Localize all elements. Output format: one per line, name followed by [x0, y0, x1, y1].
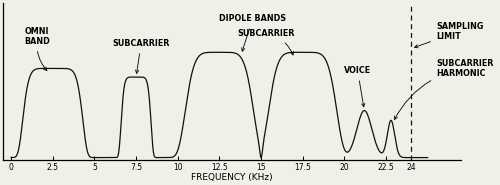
Text: SUBCARRIER: SUBCARRIER — [238, 29, 294, 55]
Text: VOICE: VOICE — [344, 66, 371, 107]
Text: OMNI
BAND: OMNI BAND — [24, 26, 50, 71]
X-axis label: FREQUENCY (KHz): FREQUENCY (KHz) — [191, 173, 272, 182]
Text: SUBCARRIER
HARMONIC: SUBCARRIER HARMONIC — [394, 59, 494, 120]
Text: SAMPLING
LIMIT: SAMPLING LIMIT — [414, 22, 484, 48]
Text: SUBCARRIER: SUBCARRIER — [112, 39, 170, 73]
Text: DIPOLE BANDS: DIPOLE BANDS — [219, 14, 286, 51]
